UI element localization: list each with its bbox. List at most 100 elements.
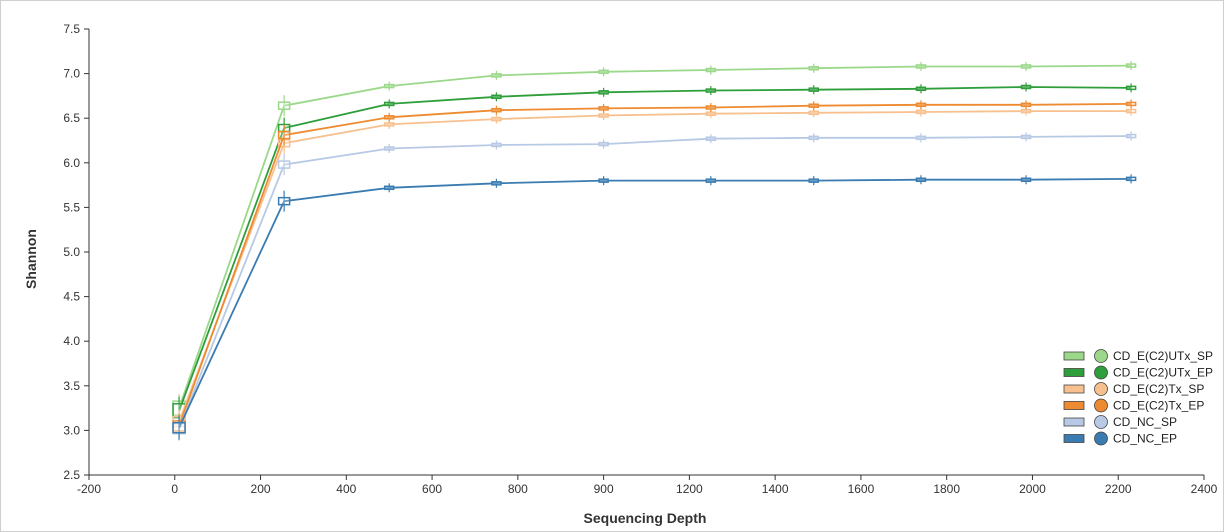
series-point xyxy=(1125,108,1137,114)
x-tick-label: 1400 xyxy=(762,482,789,496)
series-point xyxy=(598,113,609,118)
legend-marker xyxy=(1094,365,1108,380)
series-point xyxy=(1125,176,1137,182)
series-point xyxy=(383,83,395,89)
series-point xyxy=(705,111,717,116)
series-point xyxy=(383,115,395,120)
x-tick-label: 2400 xyxy=(1191,482,1218,496)
x-tick-label: 900 xyxy=(594,482,614,496)
legend-marker xyxy=(1094,382,1108,396)
series-point xyxy=(808,103,819,108)
series-point xyxy=(1125,101,1137,107)
x-tick-label: 1200 xyxy=(676,482,703,496)
series-point xyxy=(705,178,717,183)
series-point xyxy=(598,141,609,147)
y-tick-label: 7.5 xyxy=(63,22,80,36)
x-tick-label: 2000 xyxy=(1019,482,1046,496)
series-point xyxy=(491,142,502,148)
series-point xyxy=(705,67,717,73)
series-point xyxy=(277,130,291,140)
y-tick-label: 4.5 xyxy=(63,290,80,304)
axes: -200 0 200 400 600 800 900 1200 1400 1600 1800 2000… xyxy=(63,22,1217,496)
series-line-1 xyxy=(178,86,1132,412)
legend-label: CD_E(C2)Tx_EP xyxy=(1113,399,1204,413)
series-point xyxy=(1125,85,1137,91)
series-point xyxy=(705,105,717,110)
series-point xyxy=(808,110,819,116)
series-point xyxy=(808,135,819,141)
x-tick-label: 1800 xyxy=(933,482,960,496)
series-point xyxy=(915,64,927,69)
series-point xyxy=(1125,63,1137,68)
legend-label: CD_NC_SP xyxy=(1113,415,1177,429)
series-lines xyxy=(172,61,1137,441)
series-point xyxy=(277,160,291,169)
series-point xyxy=(491,94,502,100)
legend-swatch xyxy=(1063,417,1085,427)
y-tick-label: 6.5 xyxy=(63,111,80,125)
series-point xyxy=(808,65,819,71)
x-tick-label: 1600 xyxy=(848,482,875,496)
series-point xyxy=(1020,84,1032,90)
x-tick-label: -200 xyxy=(77,482,101,496)
series-line-4 xyxy=(178,135,1132,429)
series-point xyxy=(1020,102,1032,108)
series-point xyxy=(598,90,609,95)
series-point xyxy=(915,102,927,108)
y-tick-label: 4.0 xyxy=(63,334,80,348)
y-tick-label: 3.0 xyxy=(63,423,80,437)
legend: CD_E(C2)UTx_SP CD_E(C2)UTx_EP CD_E(C2)Tx_S… xyxy=(1063,349,1213,446)
series-point xyxy=(915,86,927,92)
series-point xyxy=(1020,108,1032,114)
legend-swatch xyxy=(1063,368,1085,377)
series-point xyxy=(491,116,502,122)
series-point xyxy=(383,185,395,191)
series-line-0 xyxy=(178,64,1132,409)
y-tick-label: 6.0 xyxy=(63,156,80,170)
series-line-2 xyxy=(178,110,1132,422)
y-tick-label: 5.0 xyxy=(63,245,80,259)
series-point xyxy=(598,178,609,183)
series-point xyxy=(705,136,717,141)
series-point xyxy=(915,135,927,141)
legend-label: CD_NC_EP xyxy=(1113,432,1177,446)
x-axis-title: Sequencing Depth xyxy=(584,510,707,526)
series-point xyxy=(172,421,186,434)
y-tick-label: 3.5 xyxy=(63,379,80,393)
series-point xyxy=(808,178,819,183)
x-tick-label: 800 xyxy=(508,482,528,496)
series-point xyxy=(277,101,291,110)
series-point xyxy=(277,196,291,206)
legend-swatch xyxy=(1063,351,1085,361)
legend-label: CD_E(C2)UTx_EP xyxy=(1113,366,1213,380)
series-point xyxy=(491,73,502,78)
x-tick-label: 2200 xyxy=(1105,482,1132,496)
legend-swatch xyxy=(1063,434,1085,443)
series-point xyxy=(1020,134,1032,140)
series-point xyxy=(383,122,395,127)
series-point xyxy=(1020,177,1032,182)
y-tick-label: 5.5 xyxy=(63,200,80,214)
series-point xyxy=(915,177,927,182)
x-tick-label: 200 xyxy=(251,482,271,496)
legend-marker xyxy=(1094,431,1108,446)
series-line-3 xyxy=(178,103,1132,427)
series-point xyxy=(383,146,395,151)
series-point xyxy=(491,107,502,113)
series-point xyxy=(705,88,717,93)
legend-swatch xyxy=(1063,384,1085,394)
legend-marker xyxy=(1094,415,1108,429)
series-point xyxy=(915,109,927,115)
series-point xyxy=(383,101,395,107)
series-line-5 xyxy=(178,178,1132,429)
x-tick-label: 0 xyxy=(171,482,178,496)
legend-label: CD_E(C2)Tx_SP xyxy=(1113,382,1204,396)
series-point xyxy=(598,69,609,75)
legend-marker xyxy=(1094,398,1108,413)
y-axis-title: Shannon xyxy=(23,229,39,289)
legend-swatch xyxy=(1063,401,1085,410)
series-point xyxy=(1125,133,1137,139)
legend-marker xyxy=(1094,349,1108,363)
